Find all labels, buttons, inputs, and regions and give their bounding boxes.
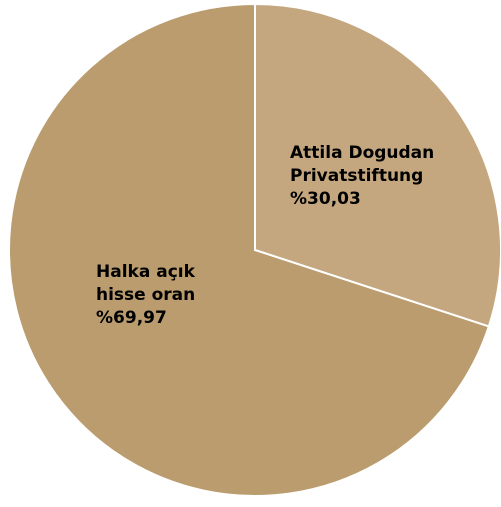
pie-labels: Attila Dogudan Privatstiftung %30,03 Hal… bbox=[96, 143, 440, 328]
pie-slice-attila-dogudan bbox=[254, 2, 501, 328]
pie-slice-halka-acik bbox=[8, 2, 491, 497]
pie-slices bbox=[8, 2, 501, 497]
slice-label-attila: Attila Dogudan Privatstiftung %30,03 bbox=[290, 143, 440, 209]
slice-label-halka: Halka açık hisse oran %69,97 bbox=[96, 262, 201, 328]
